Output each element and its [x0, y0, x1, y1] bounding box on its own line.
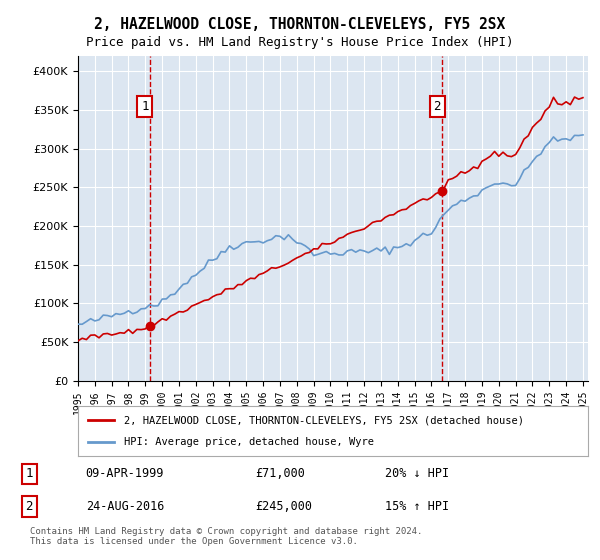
Text: 1: 1 — [26, 467, 33, 480]
Text: 2: 2 — [433, 100, 441, 113]
Text: HPI: Average price, detached house, Wyre: HPI: Average price, detached house, Wyre — [124, 437, 374, 447]
Text: 20% ↓ HPI: 20% ↓ HPI — [385, 467, 449, 480]
Text: £71,000: £71,000 — [255, 467, 305, 480]
Text: Contains HM Land Registry data © Crown copyright and database right 2024.
This d: Contains HM Land Registry data © Crown c… — [30, 526, 422, 546]
Text: 2, HAZELWOOD CLOSE, THORNTON-CLEVELEYS, FY5 2SX: 2, HAZELWOOD CLOSE, THORNTON-CLEVELEYS, … — [94, 17, 506, 32]
Text: 09-APR-1999: 09-APR-1999 — [86, 467, 164, 480]
Text: 2: 2 — [26, 500, 33, 513]
Text: 2, HAZELWOOD CLOSE, THORNTON-CLEVELEYS, FY5 2SX (detached house): 2, HAZELWOOD CLOSE, THORNTON-CLEVELEYS, … — [124, 415, 524, 425]
Text: 24-AUG-2016: 24-AUG-2016 — [86, 500, 164, 513]
Text: 15% ↑ HPI: 15% ↑ HPI — [385, 500, 449, 513]
Text: 1: 1 — [141, 100, 149, 113]
Text: £245,000: £245,000 — [255, 500, 312, 513]
Text: Price paid vs. HM Land Registry's House Price Index (HPI): Price paid vs. HM Land Registry's House … — [86, 36, 514, 49]
